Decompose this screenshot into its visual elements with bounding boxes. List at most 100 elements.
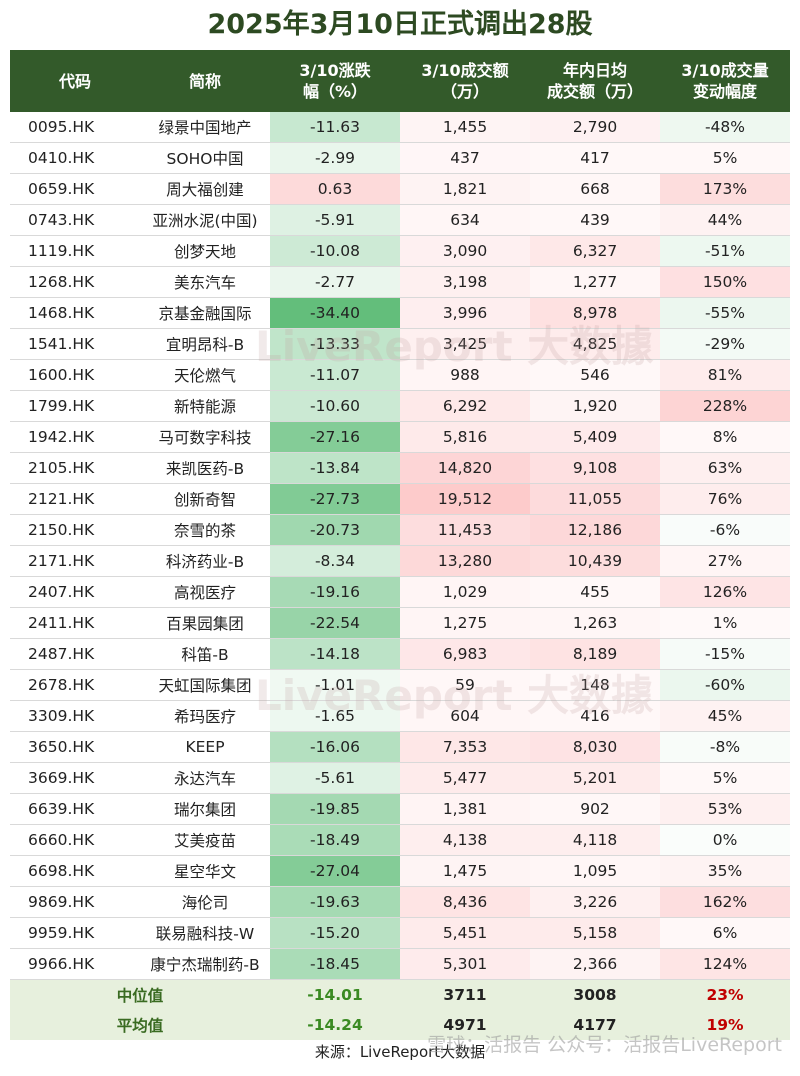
avg-turnover-cell: 148 (530, 669, 660, 701)
turnover-cell: 14,820 (400, 452, 530, 484)
summary-change: -14.24 (270, 1010, 400, 1040)
stock-code-cell: 0743.HK (10, 204, 140, 236)
avg-turnover-cell: 5,158 (530, 917, 660, 949)
price-change-cell: -5.61 (270, 762, 400, 794)
turnover-cell: 7,353 (400, 731, 530, 763)
header-var-line2: 变动幅度 (692, 82, 757, 101)
stock-code-cell: 1119.HK (10, 235, 140, 267)
stock-name-cell: 天伦燃气 (140, 359, 270, 391)
turnover-cell: 19,512 (400, 483, 530, 515)
volume-change-cell: 8% (660, 421, 790, 453)
stock-table: 代码 简称 3/10涨跌 幅（%） 3/10成交额 （万） 年内日均 成交额（万） 3… (10, 50, 790, 1040)
turnover-cell: 437 (400, 142, 530, 174)
price-change-cell: -18.49 (270, 824, 400, 856)
avg-turnover-cell: 1,263 (530, 607, 660, 639)
volume-change-cell: 228% (660, 390, 790, 422)
table-row: 1942.HK 马可数字科技 -27.16 5,816 5,409 8% (10, 421, 790, 453)
price-change-cell: -22.54 (270, 607, 400, 639)
turnover-cell: 988 (400, 359, 530, 391)
stock-name-cell: KEEP (140, 731, 270, 763)
stock-code-cell: 9869.HK (10, 886, 140, 918)
summary-label: 平均值 (10, 1010, 270, 1040)
stock-name-cell: 绿景中国地产 (140, 112, 270, 143)
volume-change-cell: -48% (660, 112, 790, 143)
summary-label: 中位值 (10, 979, 270, 1010)
header-code: 代码 (10, 50, 140, 112)
stock-name-cell: 科笛-B (140, 638, 270, 670)
avg-turnover-cell: 546 (530, 359, 660, 391)
stock-name-cell: 亚洲水泥(中国) (140, 204, 270, 236)
volume-change-cell: -15% (660, 638, 790, 670)
table-header-row: 代码 简称 3/10涨跌 幅（%） 3/10成交额 （万） 年内日均 成交额（万） 3… (10, 50, 790, 112)
turnover-cell: 1,455 (400, 112, 530, 143)
avg-turnover-cell: 12,186 (530, 514, 660, 546)
stock-code-cell: 1468.HK (10, 297, 140, 329)
header-avg-line2: 成交额（万） (546, 82, 643, 101)
volume-change-cell: 6% (660, 917, 790, 949)
table-row: 9959.HK 联易融科技-W -15.20 5,451 5,158 6% (10, 917, 790, 949)
stock-name-cell: 希玛医疗 (140, 700, 270, 732)
avg-turnover-cell: 9,108 (530, 452, 660, 484)
turnover-cell: 3,198 (400, 266, 530, 298)
turnover-cell: 5,477 (400, 762, 530, 794)
price-change-cell: -1.01 (270, 669, 400, 701)
turnover-cell: 5,301 (400, 948, 530, 980)
turnover-cell: 634 (400, 204, 530, 236)
volume-change-cell: 76% (660, 483, 790, 515)
header-change: 3/10涨跌 幅（%） (270, 50, 400, 112)
header-change-line1: 3/10涨跌 (299, 61, 371, 80)
table-row: 9869.HK 海伦司 -19.63 8,436 3,226 162% (10, 886, 790, 918)
table-row: 1119.HK 创梦天地 -10.08 3,090 6,327 -51% (10, 235, 790, 267)
header-turnover-line1: 3/10成交额 (421, 61, 509, 80)
stock-code-cell: 3309.HK (10, 700, 140, 732)
price-change-cell: -2.77 (270, 266, 400, 298)
stock-code-cell: 2150.HK (10, 514, 140, 546)
stock-name-cell: 海伦司 (140, 886, 270, 918)
turnover-cell: 8,436 (400, 886, 530, 918)
table-row: 6639.HK 瑞尔集团 -19.85 1,381 902 53% (10, 793, 790, 825)
table-row: 2105.HK 来凯医药-B -13.84 14,820 9,108 63% (10, 452, 790, 484)
stock-name-cell: 瑞尔集团 (140, 793, 270, 825)
price-change-cell: -10.08 (270, 235, 400, 267)
table-row: 3669.HK 永达汽车 -5.61 5,477 5,201 5% (10, 762, 790, 794)
price-change-cell: -27.16 (270, 421, 400, 453)
table-row: 2407.HK 高视医疗 -19.16 1,029 455 126% (10, 576, 790, 608)
price-change-cell: -27.04 (270, 855, 400, 887)
turnover-cell: 1,381 (400, 793, 530, 825)
avg-turnover-cell: 902 (530, 793, 660, 825)
stock-code-cell: 0410.HK (10, 142, 140, 174)
stock-code-cell: 6660.HK (10, 824, 140, 856)
table-row: 0659.HK 周大福创建 0.63 1,821 668 173% (10, 173, 790, 205)
header-avg-line1: 年内日均 (562, 61, 627, 80)
volume-change-cell: 5% (660, 142, 790, 174)
turnover-cell: 3,996 (400, 297, 530, 329)
summary-row: 平均值 -14.24 4971 4177 19% (10, 1010, 790, 1040)
table-row: 1799.HK 新特能源 -10.60 6,292 1,920 228% (10, 390, 790, 422)
table-row: 0743.HK 亚洲水泥(中国) -5.91 634 439 44% (10, 204, 790, 236)
avg-turnover-cell: 417 (530, 142, 660, 174)
turnover-cell: 4,138 (400, 824, 530, 856)
avg-turnover-cell: 10,439 (530, 545, 660, 577)
stock-name-cell: 马可数字科技 (140, 421, 270, 453)
volume-change-cell: 173% (660, 173, 790, 205)
header-turnover: 3/10成交额 （万） (400, 50, 530, 112)
stock-code-cell: 1600.HK (10, 359, 140, 391)
header-var-line1: 3/10成交量 (681, 61, 769, 80)
summary-turnover: 4971 (400, 1010, 530, 1040)
price-change-cell: -8.34 (270, 545, 400, 577)
volume-change-cell: 150% (660, 266, 790, 298)
stock-code-cell: 3650.HK (10, 731, 140, 763)
avg-turnover-cell: 668 (530, 173, 660, 205)
volume-change-cell: -29% (660, 328, 790, 360)
avg-turnover-cell: 4,825 (530, 328, 660, 360)
price-change-cell: -20.73 (270, 514, 400, 546)
table-row: 1600.HK 天伦燃气 -11.07 988 546 81% (10, 359, 790, 391)
table-row: 2171.HK 科济药业-B -8.34 13,280 10,439 27% (10, 545, 790, 577)
price-change-cell: -11.07 (270, 359, 400, 391)
price-change-cell: -19.85 (270, 793, 400, 825)
turnover-cell: 1,275 (400, 607, 530, 639)
stock-name-cell: 天虹国际集团 (140, 669, 270, 701)
summary-volume-change: 19% (660, 1010, 790, 1040)
table-row: 2121.HK 创新奇智 -27.73 19,512 11,055 76% (10, 483, 790, 515)
header-change-line2: 幅（%） (302, 82, 368, 101)
